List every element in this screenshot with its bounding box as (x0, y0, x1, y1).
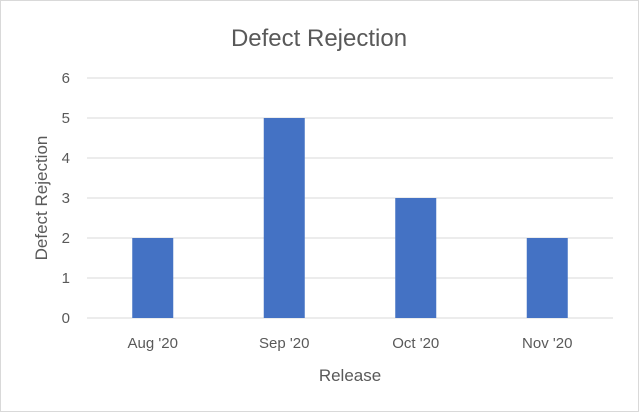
y-tick-label: 1 (62, 270, 70, 287)
y-tick-label: 3 (62, 190, 70, 207)
x-tick-label: Oct '20 (392, 335, 439, 352)
x-axis-ticks: Aug '20 Sep '20 Oct '20 Nov '20 (128, 335, 573, 352)
y-axis-label: Defect Rejection (32, 136, 51, 261)
bar-1 (263, 118, 305, 318)
chart-title: Defect Rejection (231, 25, 407, 52)
x-tick-label: Aug '20 (128, 335, 178, 352)
x-axis-label: Release (319, 366, 381, 385)
y-tick-label: 6 (62, 70, 70, 87)
bars (132, 118, 568, 318)
bar-2 (395, 198, 437, 318)
y-tick-label: 5 (62, 110, 70, 127)
bar-0 (132, 238, 174, 318)
y-tick-label: 4 (62, 150, 70, 167)
bar-3 (526, 238, 568, 318)
x-tick-label: Sep '20 (259, 335, 309, 352)
y-axis-ticks: 0 1 2 3 4 5 6 (62, 70, 70, 327)
y-tick-label: 2 (62, 230, 70, 247)
gridlines (87, 77, 613, 319)
x-tick-label: Nov '20 (522, 335, 572, 352)
y-tick-label: 0 (62, 310, 70, 327)
